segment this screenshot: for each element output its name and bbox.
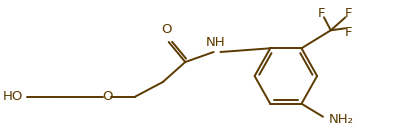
- Text: HO: HO: [3, 90, 23, 103]
- Text: NH₂: NH₂: [329, 113, 354, 126]
- Text: F: F: [345, 7, 352, 20]
- Text: O: O: [102, 90, 113, 103]
- Text: O: O: [162, 23, 172, 36]
- Text: NH: NH: [206, 36, 225, 49]
- Text: F: F: [317, 7, 325, 20]
- Text: F: F: [345, 26, 352, 39]
